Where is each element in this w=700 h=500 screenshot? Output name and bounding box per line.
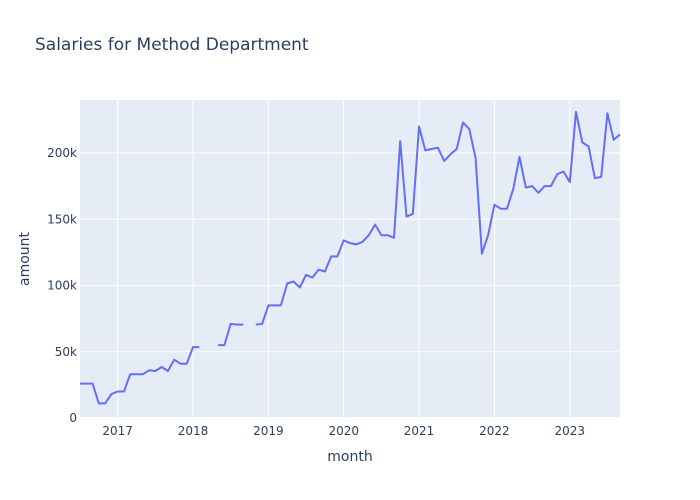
y-tick-label: 0 (69, 411, 77, 425)
grid-layer (80, 100, 620, 419)
y-tick-label: 50k (55, 345, 77, 359)
y-tick-label: 100k (47, 279, 77, 293)
x-tick-label: 2020 (328, 424, 359, 438)
x-tick-label: 2017 (102, 424, 133, 438)
x-tick-label: 2018 (178, 424, 209, 438)
x-tick-label: 2019 (253, 424, 284, 438)
y-axis-ticks: 0 50k 100k 150k 200k (47, 146, 77, 425)
x-tick-label: 2021 (404, 424, 435, 438)
series-layer (80, 110, 621, 405)
plot-area (80, 100, 620, 418)
x-tick-label: 2022 (479, 424, 510, 438)
x-axis-title: month (327, 449, 372, 465)
y-tick-label: 150k (47, 212, 77, 226)
y-axis-title: amount (17, 231, 33, 286)
chart-title: Salaries for Method Department (35, 35, 309, 55)
y-tick-label: 200k (47, 146, 77, 160)
x-axis-ticks: 2017 2018 2019 2020 2021 2022 2023 (102, 424, 585, 438)
series-line (80, 110, 621, 405)
x-tick-label: 2023 (554, 424, 585, 438)
